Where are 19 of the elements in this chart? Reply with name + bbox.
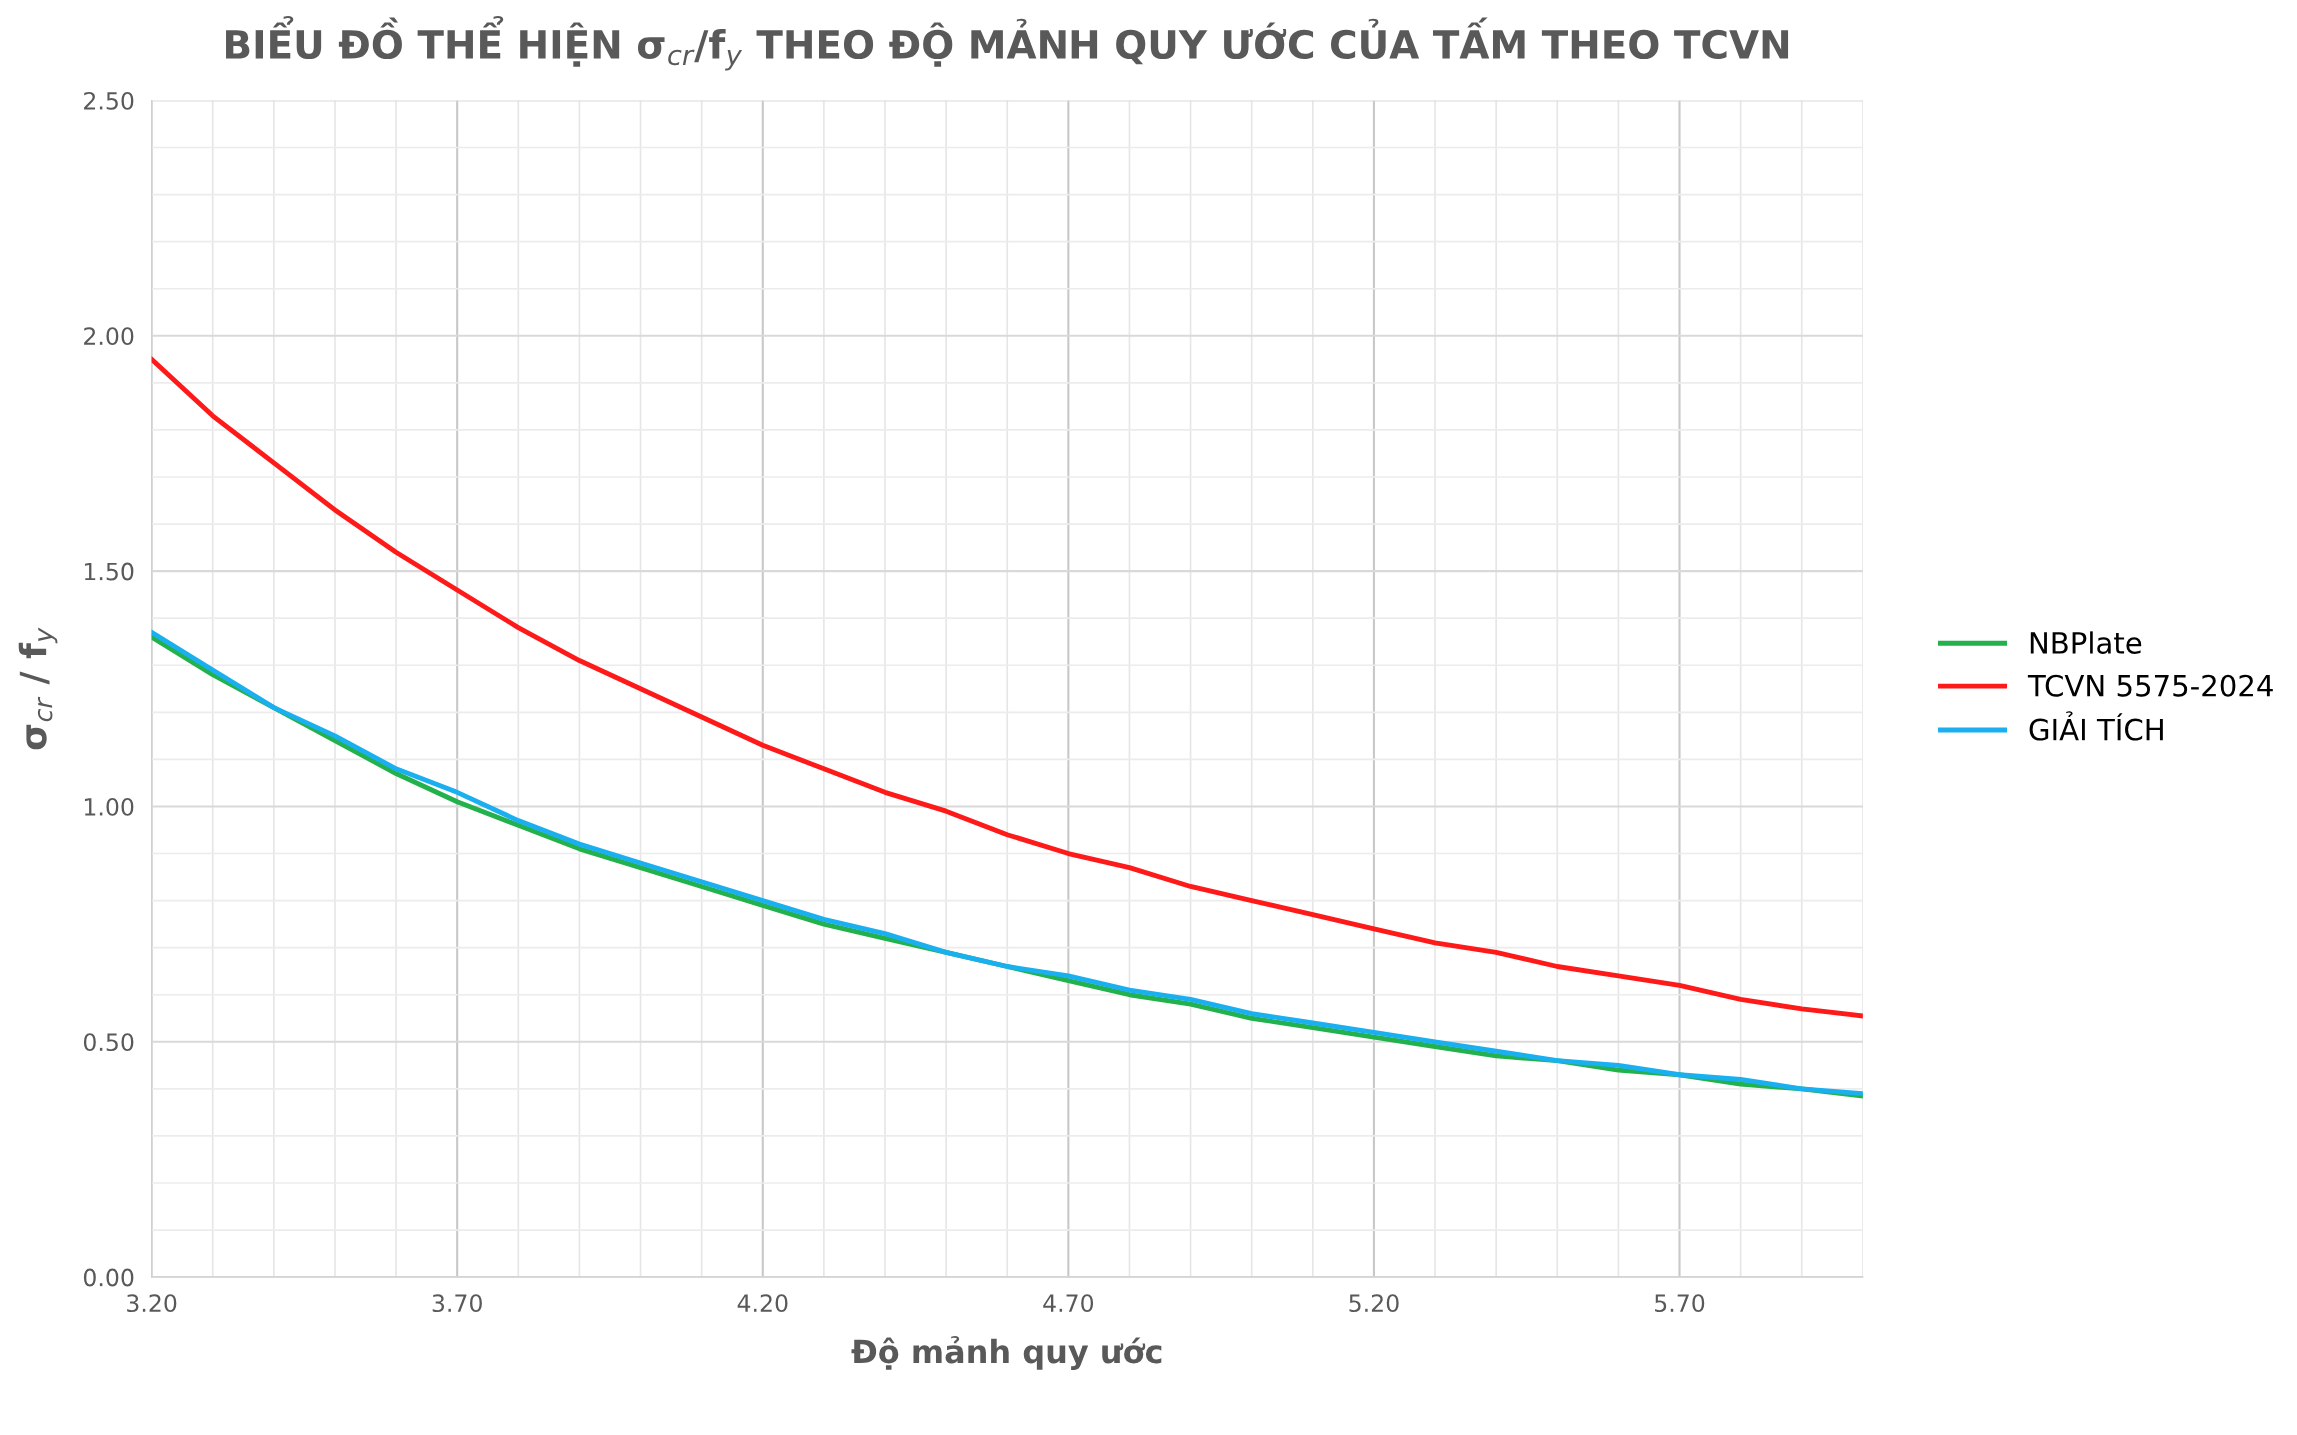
x-tick-label: 3.20 bbox=[127, 1294, 177, 1313]
legend-label: NBPlate bbox=[2030, 631, 2142, 654]
chart-title: BIỂU ĐỒ THỂ HIỆN σ$_{cr}$/f$_{y}$ THEO ĐỘ MẢNH QUY ƯỚC CỦA TẤM THEO TCVN bbox=[226, 16, 1789, 71]
y-tick-label: 1.00 bbox=[84, 797, 134, 816]
y-tick-label: 1.50 bbox=[84, 562, 134, 581]
x-tick-label: 4.20 bbox=[737, 1294, 788, 1313]
legend-label: TCVN 5575-2024 bbox=[2027, 674, 2273, 697]
x-tick-label: 4.70 bbox=[1043, 1294, 1094, 1313]
y-tick-label: 0.00 bbox=[83, 1268, 134, 1287]
x-tick-label: 5.20 bbox=[1349, 1294, 1399, 1313]
y-tick-label: 0.50 bbox=[83, 1033, 134, 1052]
legend-label: GIẢI TÍCH bbox=[2029, 711, 2163, 741]
y-tick-label: 2.00 bbox=[84, 327, 134, 346]
x-tick-label: 5.70 bbox=[1655, 1294, 1705, 1313]
y-tick-label: 2.50 bbox=[84, 91, 134, 110]
x-tick-label: 3.70 bbox=[432, 1294, 482, 1313]
line-series bbox=[151, 356, 1863, 1019]
y-axis-title: σ$_{cr}$ / f$_{y}$ bbox=[18, 627, 58, 750]
x-axis-title: Độ mảnh quy ước bbox=[851, 1336, 1162, 1370]
